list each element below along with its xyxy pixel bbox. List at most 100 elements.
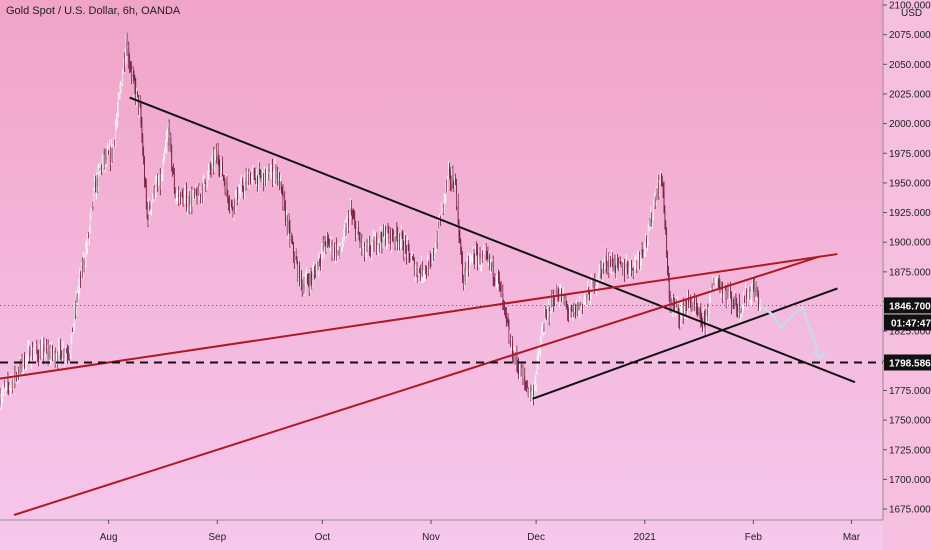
candle-body: [360, 238, 362, 244]
candle-body: [633, 265, 635, 275]
candle-body: [671, 306, 673, 310]
candle-body: [749, 292, 751, 299]
candle-body: [541, 329, 543, 334]
candle-body: [320, 262, 322, 264]
candle-body: [4, 386, 6, 388]
candle-body: [502, 293, 504, 301]
candle-body: [292, 242, 293, 244]
candle-body: [340, 251, 342, 255]
candle-body: [165, 146, 166, 153]
candle-body: [611, 258, 612, 267]
candle-body: [713, 283, 715, 285]
candle-body: [646, 238, 647, 243]
candle-body: [222, 163, 223, 176]
candle-body: [338, 246, 340, 252]
candle-body: [2, 392, 4, 398]
candle-body: [12, 379, 14, 389]
candle-body: [476, 250, 477, 252]
candle-body: [209, 165, 211, 170]
candle-body: [708, 311, 710, 316]
candle-body: [110, 148, 112, 163]
candle-body: [615, 269, 617, 272]
candle-body: [44, 353, 46, 356]
candle-body: [606, 264, 608, 267]
candle-body: [265, 174, 267, 182]
candle-body: [256, 175, 258, 184]
candle-body: [398, 239, 399, 244]
candle-body: [143, 153, 145, 162]
candle-body: [389, 229, 391, 239]
candle-body: [605, 255, 607, 265]
countdown-tag: [884, 314, 931, 331]
candle-body: [458, 221, 460, 238]
candle-body: [375, 236, 377, 241]
candle-body: [753, 285, 755, 297]
candle-body: [345, 227, 347, 234]
candle-body: [497, 271, 498, 282]
candle-body: [750, 297, 752, 299]
candle-body: [242, 181, 244, 190]
candle-body: [683, 309, 685, 317]
candle-body: [432, 251, 434, 260]
candle-body: [602, 264, 604, 276]
candle-body: [420, 271, 421, 277]
candle-body: [60, 345, 61, 352]
candle-body: [304, 283, 306, 290]
candle-body: [733, 304, 735, 306]
candle-body: [132, 73, 134, 77]
candle-body: [89, 216, 91, 228]
candle-body: [422, 274, 424, 276]
candle-body: [599, 268, 601, 270]
candle-body: [177, 193, 179, 196]
candle-body: [410, 261, 412, 263]
candle-body: [608, 259, 610, 270]
candle-body: [98, 169, 100, 171]
candle-body: [280, 181, 282, 188]
candle-body: [687, 298, 689, 311]
time-axis[interactable]: Aug Sep Oct Nov Dec 2021 Feb Mar: [0, 519, 883, 543]
candle-body: [74, 308, 76, 310]
candle-body: [699, 309, 701, 311]
candle-body: [328, 241, 330, 248]
candle-body: [332, 252, 334, 254]
candle-body: [431, 259, 433, 261]
candle-body: [105, 156, 107, 161]
candle-body: [107, 151, 109, 154]
candle-body: [351, 213, 353, 217]
candle-body: [456, 201, 458, 203]
currency-label: USD: [901, 8, 922, 19]
candle-body: [225, 181, 227, 192]
candle-body: [170, 137, 172, 147]
candle-body: [367, 244, 369, 247]
candle-body: [138, 102, 140, 110]
price-tick-label: 1950.000: [889, 178, 931, 189]
candle-body: [681, 308, 682, 311]
candle-body: [667, 252, 668, 274]
candle-body: [596, 282, 597, 288]
candle-body: [155, 183, 157, 194]
candle-body: [585, 294, 587, 298]
candle-body: [519, 365, 521, 372]
candle-body: [454, 178, 456, 190]
candle-body: [549, 313, 551, 317]
candle-body: [539, 350, 541, 355]
candle-body: [3, 386, 5, 388]
candle-body: [444, 195, 446, 197]
candle-body: [173, 173, 175, 190]
candle-body: [561, 295, 563, 301]
candle-body: [492, 261, 494, 278]
price-axis[interactable]: 2100.000 2075.000 2050.000 2025.000 2000.000…: [882, 0, 932, 550]
time-tick-label: Feb: [745, 532, 763, 543]
candle-body: [109, 148, 110, 154]
candle-body: [54, 350, 56, 363]
candle-body: [568, 312, 569, 314]
candle-body: [501, 293, 503, 298]
candle-body: [477, 251, 478, 265]
candle-body: [75, 297, 77, 310]
candle-body: [554, 304, 555, 305]
candle-body: [112, 145, 114, 159]
time-tick-label: Dec: [527, 532, 545, 543]
time-tick-label: Sep: [208, 532, 226, 543]
